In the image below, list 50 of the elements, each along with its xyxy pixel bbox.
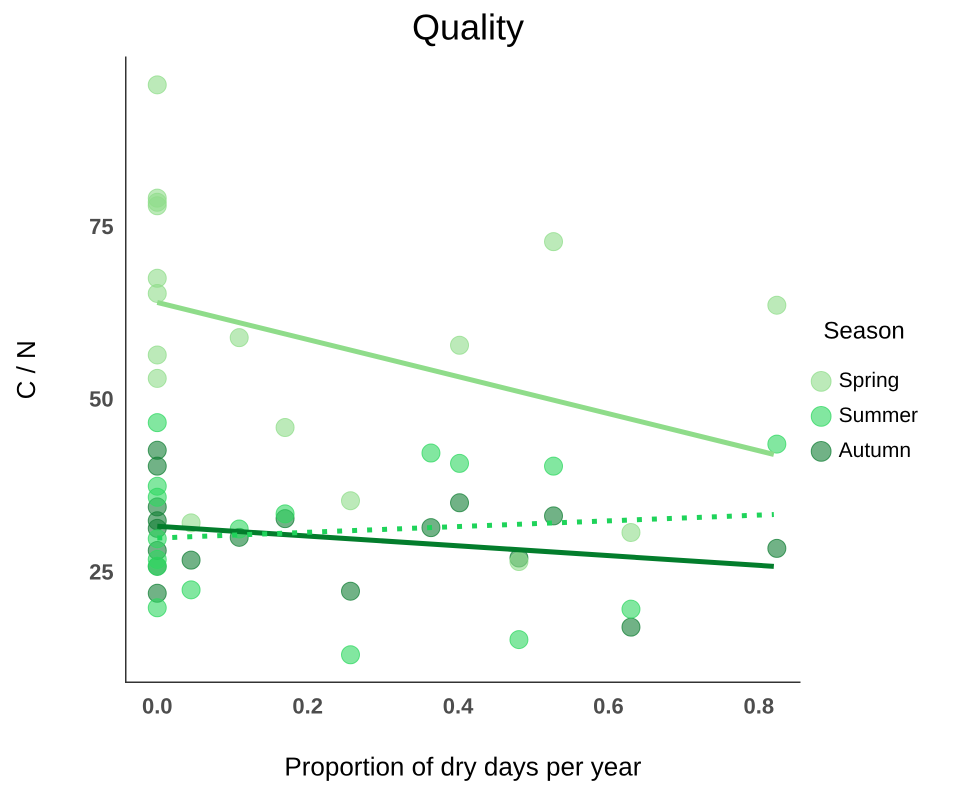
point: [148, 368, 167, 388]
point: [509, 630, 528, 650]
point: [148, 529, 167, 548]
point: [230, 328, 249, 348]
legend-label: Summer: [838, 404, 918, 428]
point: [341, 645, 360, 664]
point: [276, 418, 295, 437]
point: [544, 456, 564, 476]
point: [341, 582, 360, 601]
point: [148, 196, 167, 216]
point: [182, 550, 201, 570]
point: [148, 413, 167, 432]
point: [148, 75, 167, 94]
x-tick-label: 0.6: [593, 694, 624, 719]
point: [767, 434, 786, 454]
legend-label: Autumn: [838, 439, 912, 462]
point: [341, 491, 360, 510]
point: [450, 336, 470, 355]
y-tick-label: 75: [89, 214, 114, 239]
point: [148, 488, 167, 507]
point: [621, 618, 640, 637]
point: [276, 504, 295, 524]
legend-label: Spring: [838, 369, 900, 392]
point: [182, 580, 201, 600]
point: [421, 444, 440, 463]
legend-title: Season: [823, 318, 905, 345]
point: [621, 522, 640, 542]
point: [509, 552, 528, 572]
point: [767, 538, 786, 558]
y-tick-label: 50: [89, 386, 114, 412]
x-tick-label: 0.4: [442, 694, 474, 719]
point: [621, 600, 640, 619]
point: [148, 345, 167, 364]
point: [450, 454, 470, 473]
point: [421, 518, 440, 538]
point: [767, 296, 786, 315]
point: [148, 440, 167, 460]
y-tick-label: 25: [89, 559, 114, 584]
point: [148, 456, 167, 476]
chart-title: Quality: [412, 6, 524, 48]
point: [544, 232, 564, 252]
point: [450, 493, 470, 512]
y-axis-title: C / N: [10, 340, 41, 400]
x-tick-label: 0.2: [292, 694, 323, 719]
x-axis-title: Proportion of dry days per year: [284, 752, 642, 782]
x-tick-label: 0.8: [744, 694, 774, 719]
x-tick-label: 0.0: [142, 694, 173, 719]
point: [148, 284, 167, 303]
point: [544, 506, 564, 526]
point: [148, 598, 167, 618]
